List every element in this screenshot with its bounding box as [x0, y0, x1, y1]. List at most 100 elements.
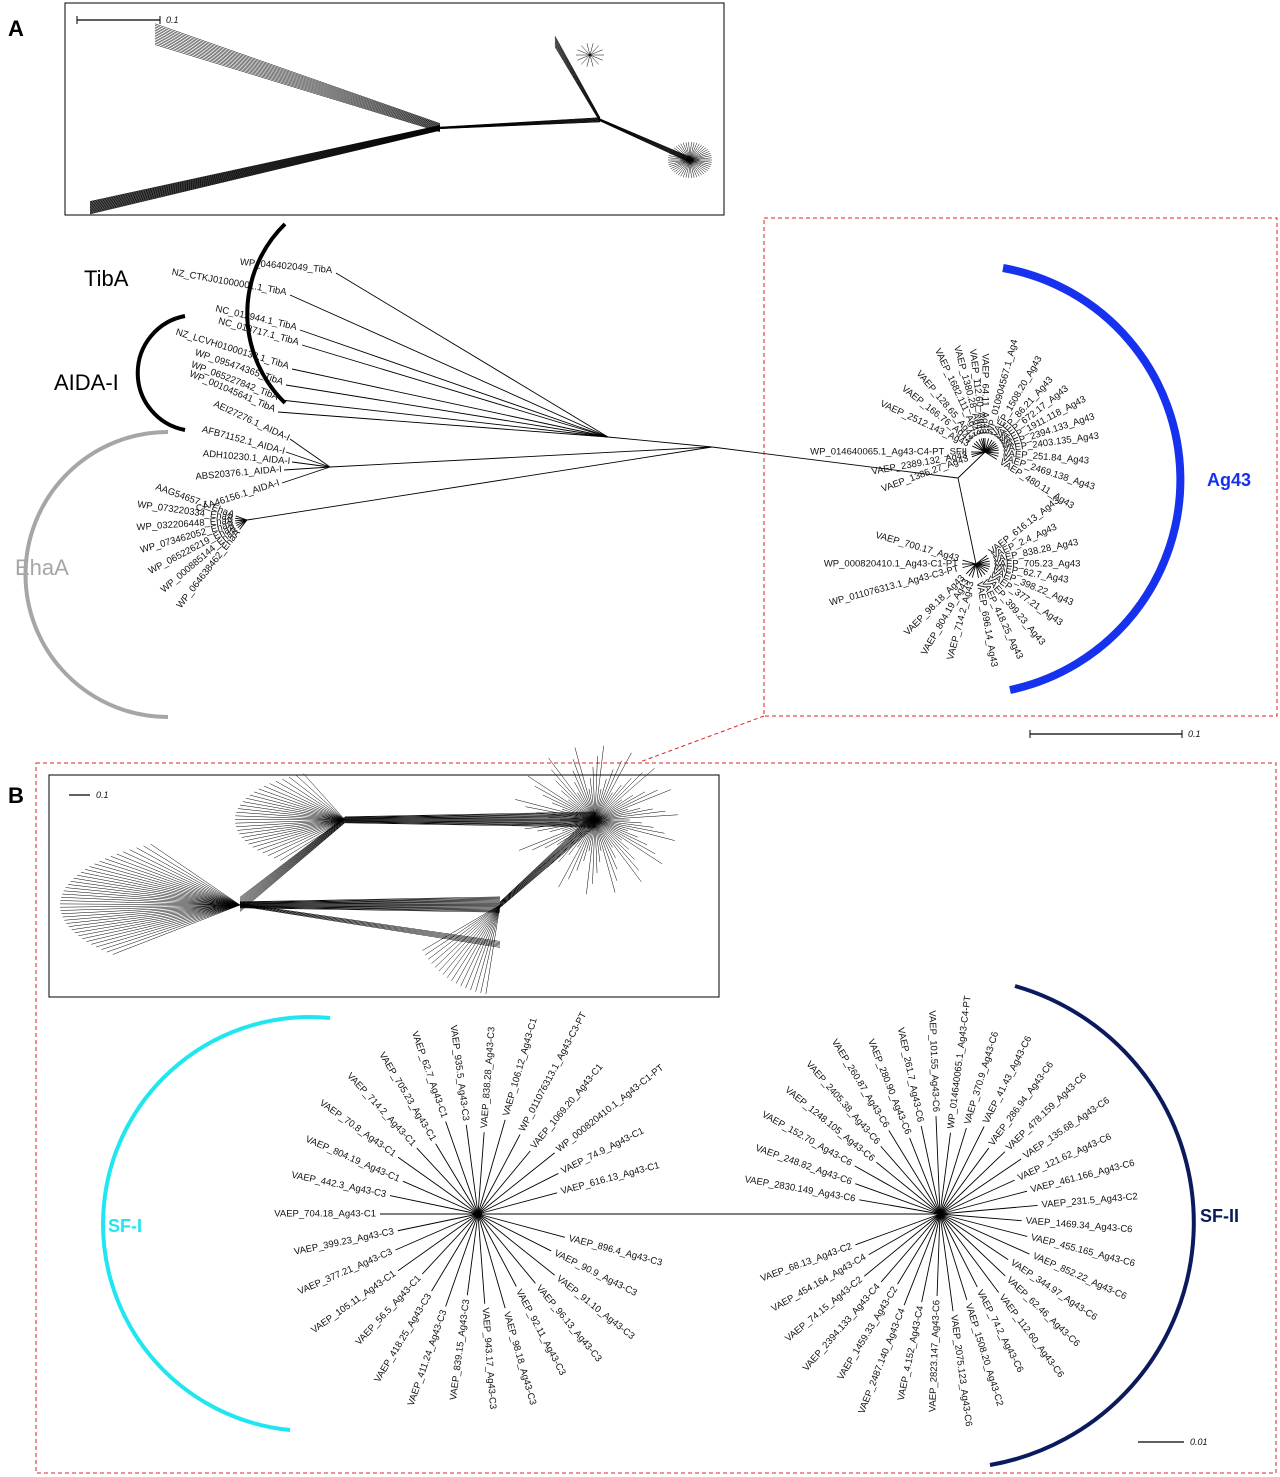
branch-vaep-838-28-ag43 — [975, 560, 990, 565]
branch-vaep-398-22-ag43 — [975, 563, 990, 570]
branch-vaep-461-166-ag43-c6 — [939, 1190, 1028, 1215]
branch-vaep-804-19-ag43-c1 — [402, 1180, 479, 1215]
branch-vaep-852-22-ag43-c6 — [939, 1213, 1030, 1255]
branch-nz-ctkj01000001-1-tiba — [289, 294, 609, 438]
ehaa-stem — [246, 446, 713, 521]
branch-vaep-478-159-ag43-c6 — [939, 1151, 1006, 1215]
ag43-upper-stem — [957, 451, 986, 479]
inset-network-a: 0.1 — [64, 2, 725, 216]
branch-abs20376-1-aida-i — [283, 466, 331, 471]
branch-vaep-839-15-ag43-c3 — [466, 1213, 479, 1296]
branch-vaep-705-23-ag43-c1 — [435, 1143, 479, 1215]
branch-vaep-2389-132-ag43 — [971, 451, 986, 455]
branch-vaep-1069-20-ag43-c1 — [477, 1150, 531, 1215]
branch-wp-011076313-1-ag43-c3-pt — [477, 1134, 521, 1215]
branch-vaep-91-10-ag43-c3 — [477, 1213, 555, 1276]
inset-a-scale-label: 0.1 — [166, 15, 179, 25]
branch-vaep-92-11-ag43-c3 — [477, 1213, 517, 1287]
branch-vaep-135-68-ag43-c6 — [939, 1158, 1022, 1215]
leaf-label: VAEP_935.5_Ag43-C3 — [448, 1024, 471, 1121]
branch-vaep-96-13-ag43-c3 — [477, 1213, 536, 1284]
group-label-aida: AIDA-I — [54, 370, 119, 395]
sf1-arc — [101, 1015, 331, 1432]
branch-vaep-696-14-ag43 — [975, 563, 979, 578]
leaf-label: VAEP_442.3_Ag43-C3 — [290, 1170, 387, 1200]
branch-vaep-442-3-ag43-c3 — [389, 1195, 479, 1215]
branch-adh10230-1-aida-i — [291, 461, 331, 468]
leaf-label: VAEP_705.23_Ag43 — [994, 559, 1080, 570]
leaf-label: VAEP_838.28_Ag43-C3 — [479, 1026, 498, 1128]
branch-wp-000820410-1-ag43-c1-pt — [477, 1152, 555, 1215]
branch-vaep-1508-20-ag43 — [984, 439, 993, 453]
leaf-label: VAEP_64.11_Ag43 — [979, 354, 990, 434]
panel-label-b: B — [8, 783, 24, 808]
branch-vaep-838-28-ag43-c3 — [477, 1132, 485, 1215]
branch-wp-064638462-ehaa — [239, 519, 248, 530]
leaf-label: VAEP_2075.123_Ag43-C6 — [948, 1314, 974, 1427]
tree-panel-a: WP_046402049_TibANZ_CTKJ01000001.1_TibAN… — [15, 217, 1278, 739]
branch-vaep-418-25-ag43-c3 — [431, 1213, 479, 1292]
branch-vaep-56-5-ag43-c1 — [421, 1213, 479, 1275]
inset-network-b: 0.1 — [48, 745, 720, 998]
branch-vaep-1508-20-ag43-c2 — [939, 1213, 968, 1301]
branch-vaep-90-9-ag43-c3 — [477, 1213, 552, 1252]
branch-nc-012944-1-tiba — [299, 329, 609, 438]
branch-vaep-106-12-ag43-c1 — [477, 1119, 506, 1215]
branch-vaep-128-65-ag43 — [975, 440, 986, 453]
branch-vaep-2405-38-ag43-c6 — [880, 1145, 941, 1215]
branch-vaep-2403-135-ag43 — [984, 449, 999, 453]
group-label-ag43: Ag43 — [1207, 470, 1251, 490]
branch-vaep-943-17-ag43-c3 — [477, 1213, 486, 1304]
branch-vaep-700-17-ag43 — [962, 559, 977, 565]
branch-vaep-280-90-ag43-c6 — [909, 1137, 941, 1215]
branch-vaep-2075-123-ag43-c6 — [939, 1213, 954, 1312]
branch-vaep-2-4-ag43 — [975, 557, 989, 565]
branch-afb71152-1-aida-i — [285, 451, 331, 468]
branch-vaep-616-13-ag43 — [975, 555, 988, 565]
branch-vaep-2512-143-ag43 — [972, 445, 986, 453]
branch-vaep-377-21-ag43-c3 — [395, 1213, 479, 1251]
leaf-label: VAEP_704.18_Ag43-C1 — [274, 1209, 376, 1220]
branch-vaep-2469-138-ag43 — [984, 451, 999, 457]
branch-vaep-714-2-ag43-c1 — [416, 1147, 479, 1215]
branch-vaep-62-7-ag43-c1 — [445, 1121, 479, 1215]
branch-vaep-714-2-ag43 — [971, 563, 977, 578]
leaf-label: WP_000820410.1_Ag43-C1-PT — [824, 559, 958, 570]
branch-vaep-70-8-ag43-c1 — [397, 1156, 479, 1215]
branch-vaep-286-94-ag43-c6 — [939, 1147, 990, 1215]
branch-vaep-74-15-ag43-c2 — [863, 1213, 941, 1277]
tiba-arc — [245, 222, 287, 405]
leaf-label: VAEP_68.13_Ag43-C2 — [759, 1241, 853, 1284]
leaf-label: VAEP_101.55_Ag43-C6 — [926, 1010, 941, 1112]
branch-vaep-399-23-ag43 — [975, 563, 986, 576]
branch-nz-lcvh01000138-1-tiba — [291, 368, 609, 438]
branch-vaep-98-18-ag43-c3 — [477, 1213, 506, 1309]
group-label-sf1: SF-I — [108, 1216, 142, 1236]
branch-vaep-74-2-ag43-c6 — [939, 1213, 978, 1288]
branch-nc-013717-1-tiba — [301, 344, 609, 438]
tree-panel-b: VAEP_616.13_Ag43-C1VAEP_74.9_Ag43-C1WP_0… — [101, 984, 1239, 1467]
branch-vaep-2830-149-ag43-c6 — [859, 1199, 941, 1215]
branch-vaep-616-13-ag43-c1 — [477, 1192, 558, 1215]
branch-vaep-370-9-ag43-c6 — [939, 1127, 967, 1215]
branch-vaep-98-18-ag43 — [965, 563, 977, 575]
group-label-tiba: TibA — [84, 266, 129, 291]
zoom-connector — [639, 715, 765, 763]
branch-vaep-2394-133-ag43-c4 — [880, 1213, 941, 1283]
branch-vaep-2487-140-ag43-c4 — [903, 1213, 941, 1306]
branch-vaep-251-84-ag43 — [984, 451, 999, 454]
group-label-sf2: SF-II — [1200, 1206, 1239, 1226]
branch-vaep-455-165-ag43-c6 — [939, 1213, 1028, 1237]
branch-wp-014640065-1-ag43-c4-pt — [939, 1132, 951, 1215]
branch-wp-065227842-tiba — [280, 399, 609, 438]
branch-vaep-152-70-ag43-c6 — [854, 1165, 941, 1215]
inset-b-scale-label: 0.1 — [96, 790, 109, 800]
branch-vaep-101-55-ag43-c6 — [935, 1116, 941, 1215]
branch-vaep-418-25-ag43 — [975, 563, 983, 577]
tree-a-scale-label: 0.1 — [1188, 729, 1201, 739]
branch-vaep-105-11-ag43-c1 — [397, 1213, 479, 1272]
branch-vaep-261-7-ag43-c6 — [920, 1125, 941, 1215]
aida-arc — [135, 314, 186, 432]
leaf-label: VAEP_943.17_Ag43-C3 — [480, 1307, 499, 1409]
